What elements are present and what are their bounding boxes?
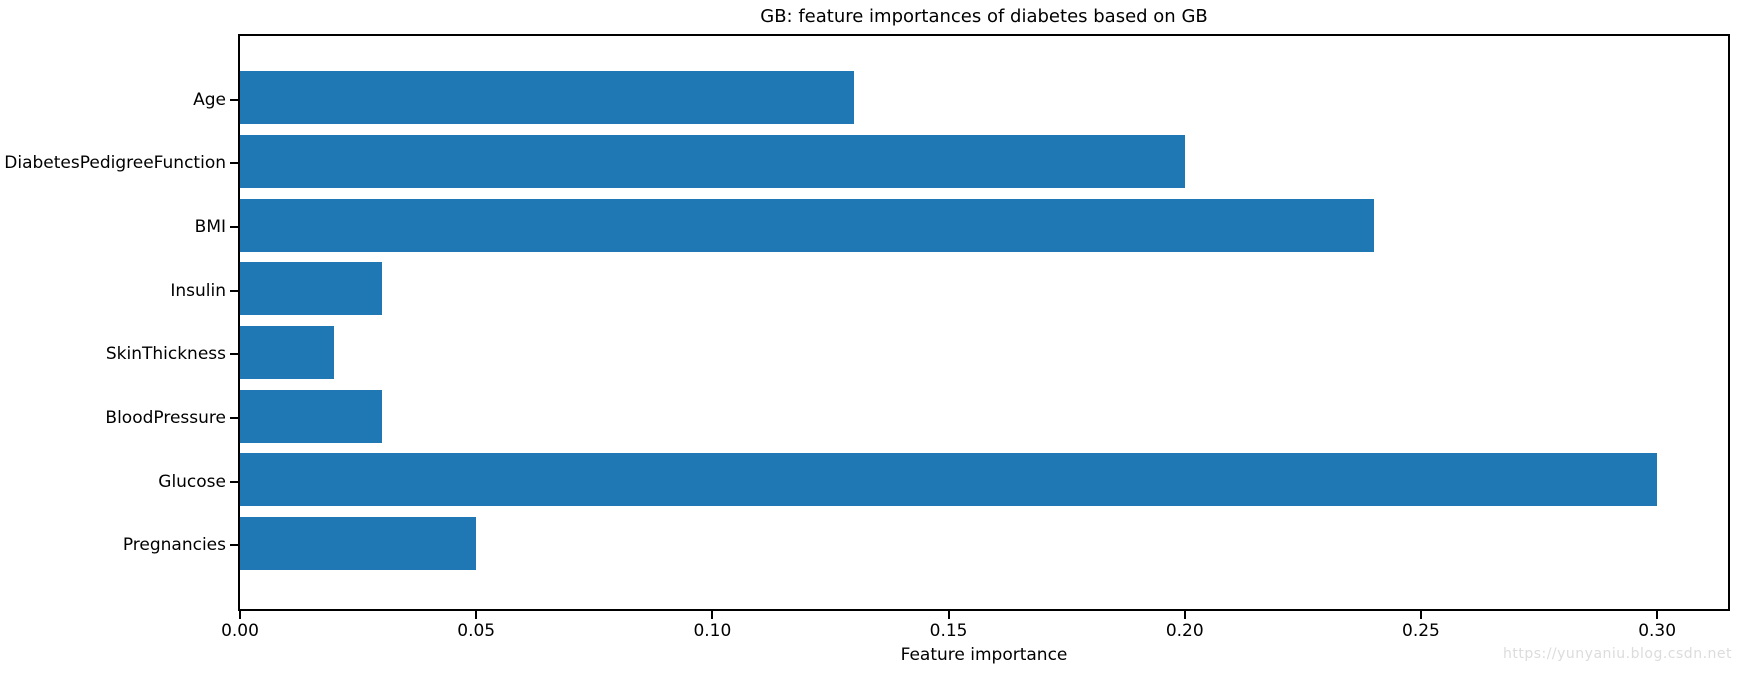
x-axis-label: Feature importance [900,645,1068,665]
x-tick-mark [239,611,241,619]
x-tick-label: 0.05 [457,621,496,641]
y-tick-mark [230,162,238,165]
y-tick-label: Pregnancies [122,535,226,556]
x-tick-mark [1183,611,1186,619]
y-tick-label: BMI [194,217,226,237]
x-tick-mark [947,611,950,619]
y-tick-mark [230,353,238,356]
y-tick-mark [230,417,238,419]
y-tick-label: Age [193,89,226,110]
x-tick-label: 0.15 [929,621,968,641]
y-tick-mark [230,289,238,292]
y-tick-label: Insulin [170,280,226,301]
x-tick-mark [475,611,478,619]
y-tick-mark [230,98,238,101]
y-tick-mark [230,544,238,547]
x-tick-label: 0.30 [1638,621,1677,641]
y-tick-label: DiabetesPedigreeFunction [4,153,226,174]
y-tick-mark [230,480,238,483]
x-tick-label: 0.00 [221,621,259,641]
y-tick-label: BloodPressure [105,408,226,428]
x-tick-label: 0.20 [1165,621,1204,641]
y-tick-label: SkinThickness [105,344,226,365]
bar-Insulin [240,262,382,316]
y-tick-mark [230,226,238,228]
x-tick-mark [1419,611,1422,619]
bar-DiabetesPedigreeFunction [240,134,1185,188]
watermark: https://yunyaniu.blog.csdn.net [1502,646,1732,662]
bar-BMI [240,198,1374,252]
bar-BloodPressure [240,389,382,443]
y-tick-label: Glucose [158,471,226,492]
x-tick-mark [1656,611,1659,619]
bar-Glucose [240,453,1658,507]
chart-title: GB: feature importances of diabetes base… [760,6,1208,27]
bar-Age [240,71,855,125]
plot-area [238,34,1730,611]
x-tick-mark [711,611,714,619]
bar-Pregnancies [240,516,477,570]
bar-SkinThickness [240,325,335,379]
x-tick-label: 0.10 [693,621,732,641]
x-tick-label: 0.25 [1402,621,1440,641]
